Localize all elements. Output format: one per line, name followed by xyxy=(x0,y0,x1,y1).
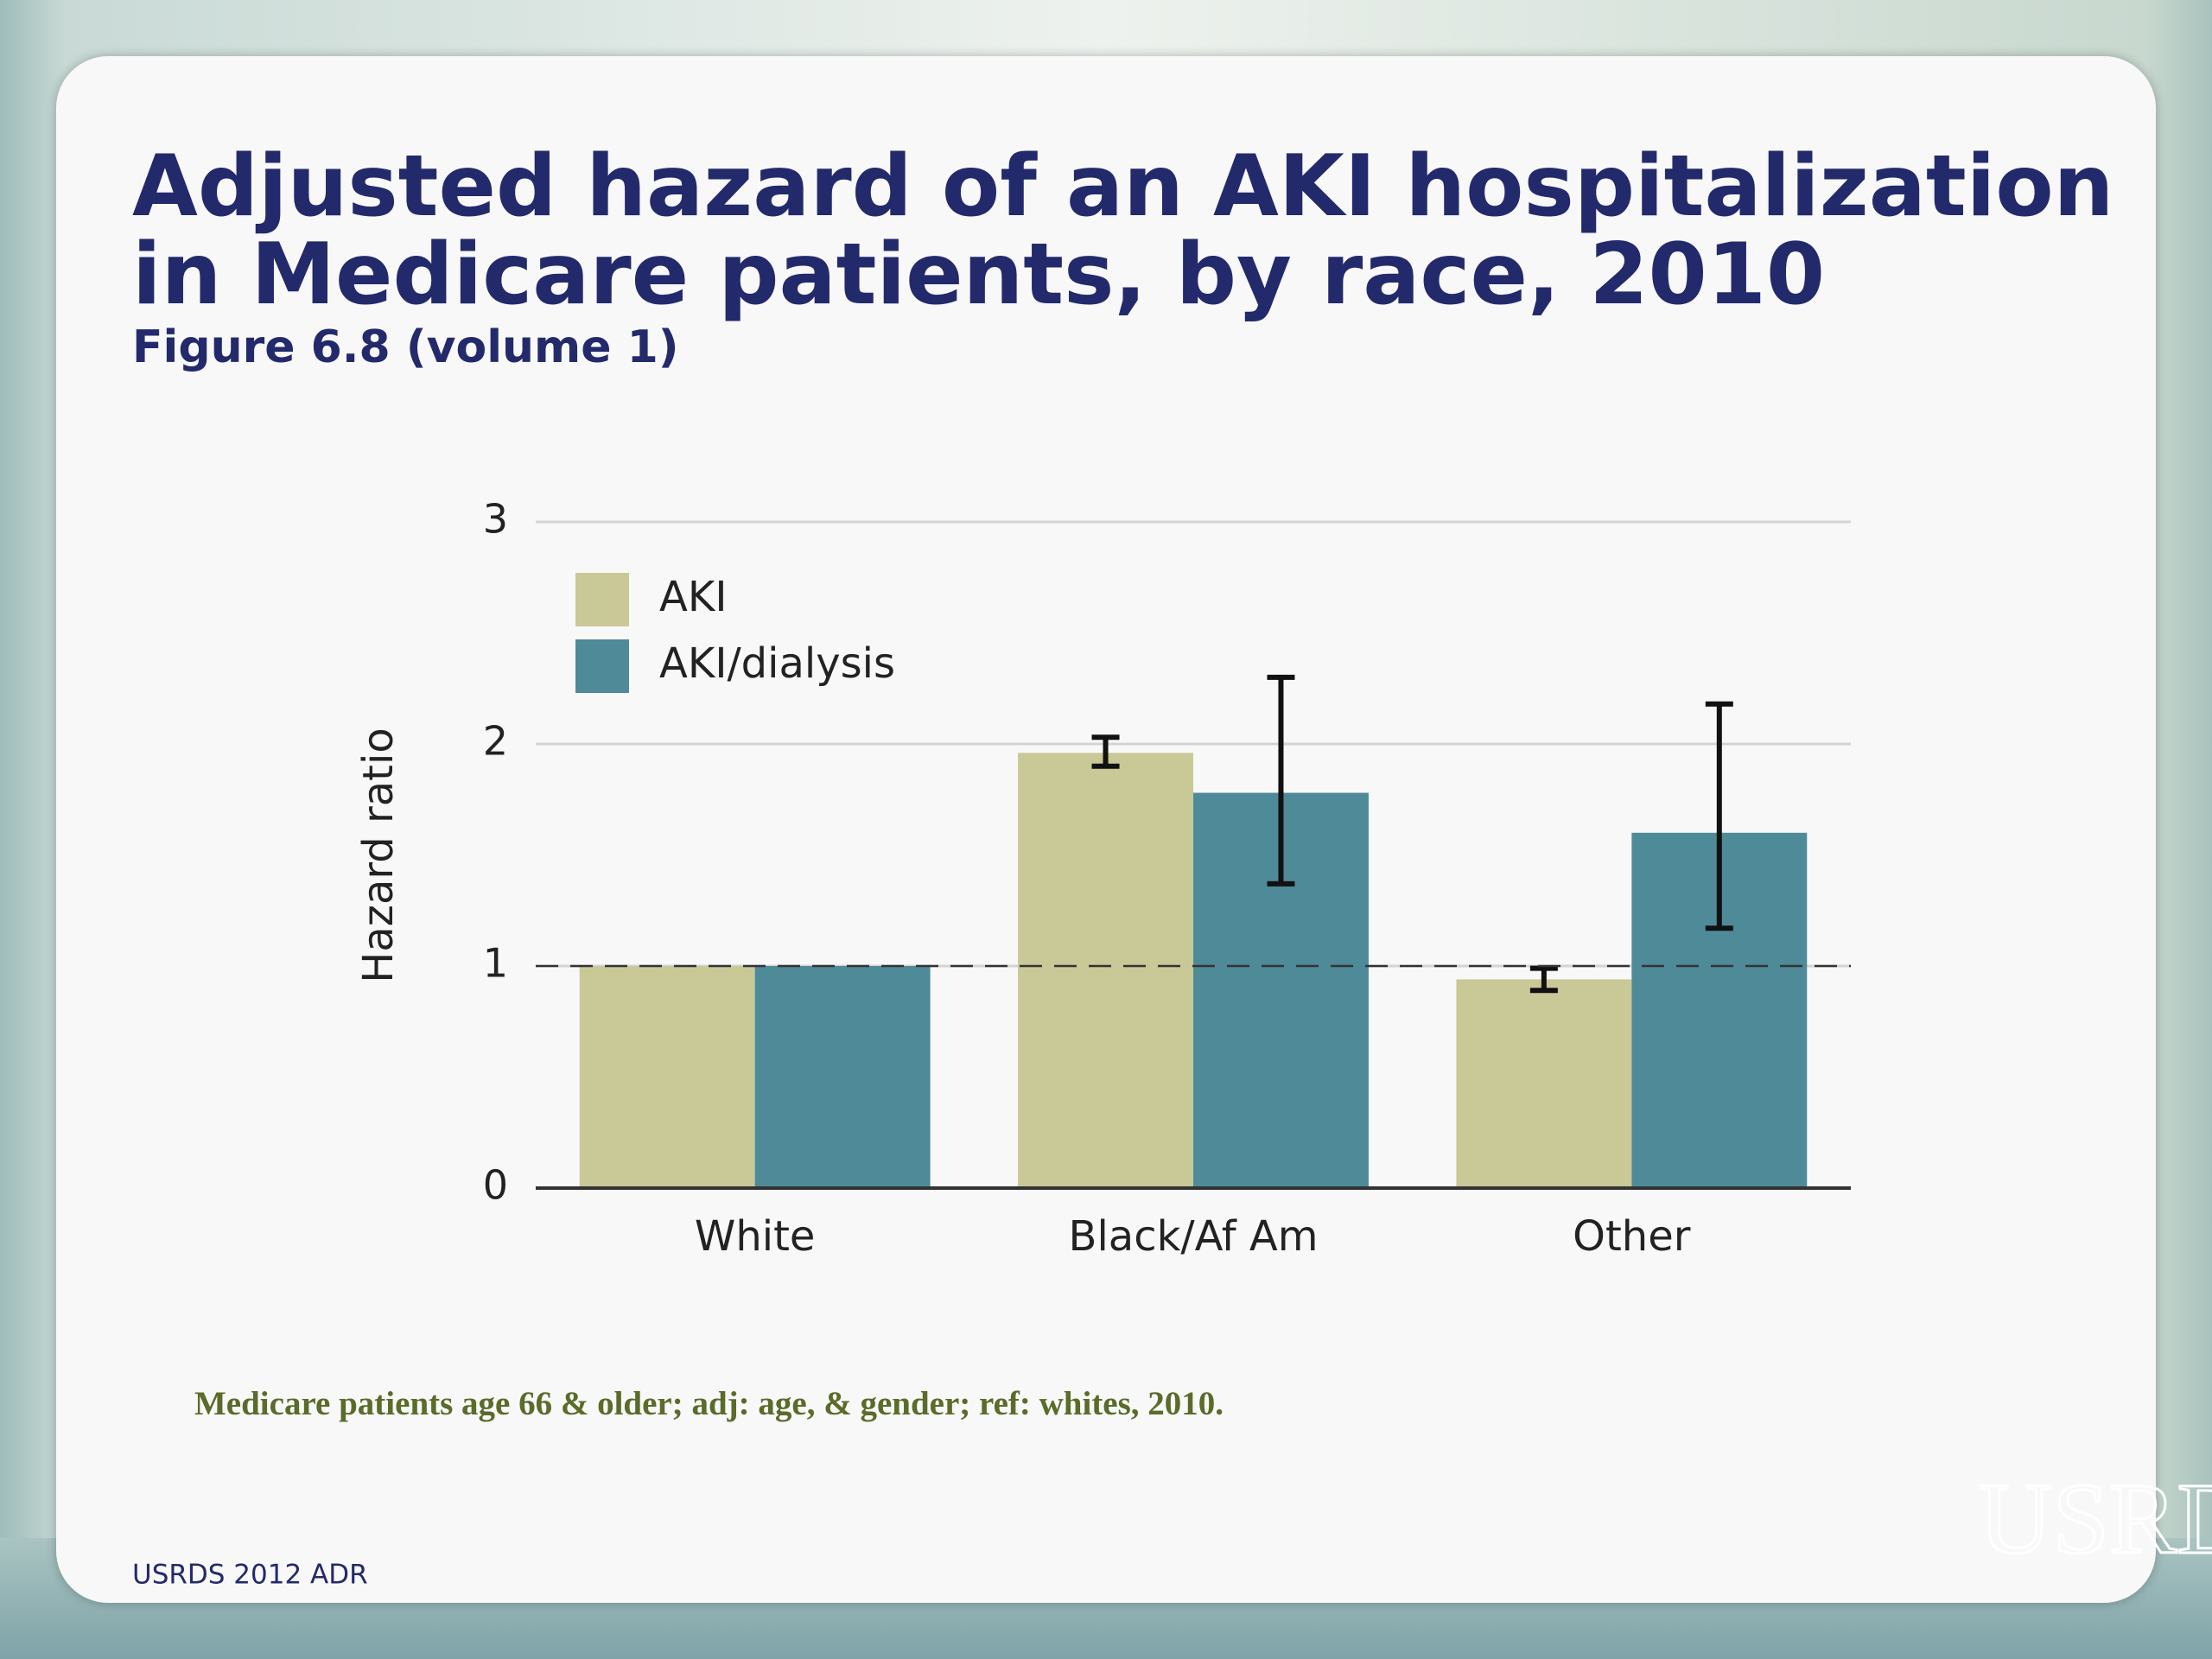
error-bar xyxy=(1267,674,1295,887)
bar xyxy=(1018,753,1193,1188)
y-tick-label: 2 xyxy=(483,718,508,765)
chart-subtitle: Figure 6.8 (volume 1) xyxy=(132,321,679,373)
legend-swatch xyxy=(575,639,629,693)
chart-title: in Medicare patients, by race, 2010 xyxy=(132,226,1825,324)
legend-label: AKI xyxy=(659,573,727,621)
bar xyxy=(754,966,931,1188)
y-tick-label: 0 xyxy=(483,1162,508,1209)
y-tick-label: 3 xyxy=(483,496,508,543)
note: Medicare patients age 66 & older; adj: a… xyxy=(194,1385,1224,1422)
chart-title: Adjusted hazard of an AKI hospitalizatio… xyxy=(132,137,2113,236)
footer: USRDS 2012 ADR xyxy=(132,1560,368,1591)
error-bar xyxy=(1091,734,1120,769)
bar xyxy=(1456,979,1632,1188)
error-bar xyxy=(1529,965,1558,994)
error-bar xyxy=(1705,701,1733,931)
bar xyxy=(579,966,755,1188)
logo: USRDS xyxy=(1979,1462,2212,1575)
y-axis-label: Hazard ratio xyxy=(354,728,403,982)
legend-swatch xyxy=(575,573,629,626)
x-tick-label: White xyxy=(695,1212,816,1261)
x-tick-label: Black/Af Am xyxy=(1069,1212,1319,1261)
legend-label: AKI/dialysis xyxy=(659,639,895,688)
x-tick-label: Other xyxy=(1573,1212,1691,1261)
y-tick-label: 1 xyxy=(483,940,508,987)
